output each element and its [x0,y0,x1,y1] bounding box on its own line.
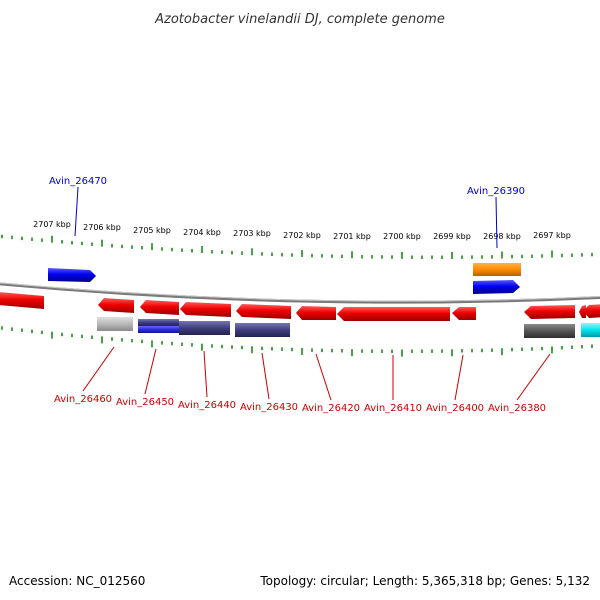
gene-label-avin-26380[interactable]: Avin_26380 [488,403,546,414]
gene-feature[interactable] [0,292,44,309]
scale-label: 2700 kbp [383,232,421,241]
forward-label-group: Avin_26470 Avin_26390 [49,176,525,249]
gene-label-avin-26410[interactable]: Avin_26410 [364,403,422,414]
scale-labels: 2707 kbp 2706 kbp 2705 kbp 2704 kbp 2703… [33,220,571,241]
genome-summary-text: Topology: circular; Length: 5,365,318 bp… [260,574,590,588]
gene-label-avin-26400[interactable]: Avin_26400 [426,403,484,414]
scale-label: 2705 kbp [133,226,171,235]
gene-label-avin-26430[interactable]: Avin_26430 [240,402,298,413]
track-feature[interactable] [235,323,290,337]
label-leader [82,346,115,392]
gene-avin-26450[interactable] [140,300,179,315]
gene-feature[interactable] [583,304,600,318]
label-leader [315,353,332,401]
gene-avin-26390[interactable] [473,280,520,294]
gene-avin-26380[interactable] [524,305,575,319]
gene-avin-26410[interactable] [337,307,450,321]
label-leader [261,352,270,400]
label-leader [516,353,551,401]
scale-label: 2699 kbp [433,232,471,241]
gene-label-avin-26440[interactable]: Avin_26440 [178,400,236,411]
scale-label: 2697 kbp [533,231,571,240]
map-title: Azotobacter vinelandii DJ, complete geno… [154,12,445,27]
label-leader [203,350,208,398]
scale-label: 2706 kbp [83,223,121,232]
track-feature[interactable] [97,317,133,331]
label-leader [144,348,157,395]
outer-scale-ticks [1,234,593,260]
scale-label: 2703 kbp [233,229,271,238]
reverse-features [0,292,600,321]
scale-label: 2704 kbp [183,228,221,237]
label-leader [454,354,464,401]
inner-scale-ticks [1,326,593,357]
gene-label-avin-26450[interactable]: Avin_26450 [116,397,174,408]
genome-backbone-highlight [0,282,600,302]
scale-label: 2707 kbp [33,220,71,229]
reverse-label-group: Avin_26460 Avin_26450 Avin_26440 Avin_26… [54,346,551,414]
label-leader [74,186,79,237]
track-feature[interactable] [581,323,600,337]
gene-avin-26470[interactable] [48,268,96,282]
gene-avin-26440[interactable] [180,302,231,317]
scale-label: 2701 kbp [333,232,371,241]
track-feature[interactable] [179,321,230,335]
gene-label-avin-26390[interactable]: Avin_26390 [467,186,525,197]
track-feature[interactable] [138,326,179,333]
gene-feature[interactable] [579,305,586,318]
genome-backbone [0,282,600,304]
annotation-tracks [97,317,600,338]
scale-label: 2698 kbp [483,232,521,241]
gene-avin-26430[interactable] [236,304,291,319]
forward-features [48,263,521,294]
track-feature[interactable] [138,319,179,326]
gene-avin-26420[interactable] [296,306,336,320]
track-feature[interactable] [524,324,575,338]
gene-label-avin-26460[interactable]: Avin_26460 [54,394,112,405]
gene-avin-26400[interactable] [452,307,476,320]
gene-label-avin-26420[interactable]: Avin_26420 [302,403,360,414]
rna-feature[interactable] [473,263,521,276]
scale-label: 2702 kbp [283,231,321,240]
accession-text: Accession: NC_012560 [9,574,146,588]
gene-avin-26460[interactable] [98,298,134,313]
label-leader [495,196,498,249]
gene-label-avin-26470[interactable]: Avin_26470 [49,176,107,187]
